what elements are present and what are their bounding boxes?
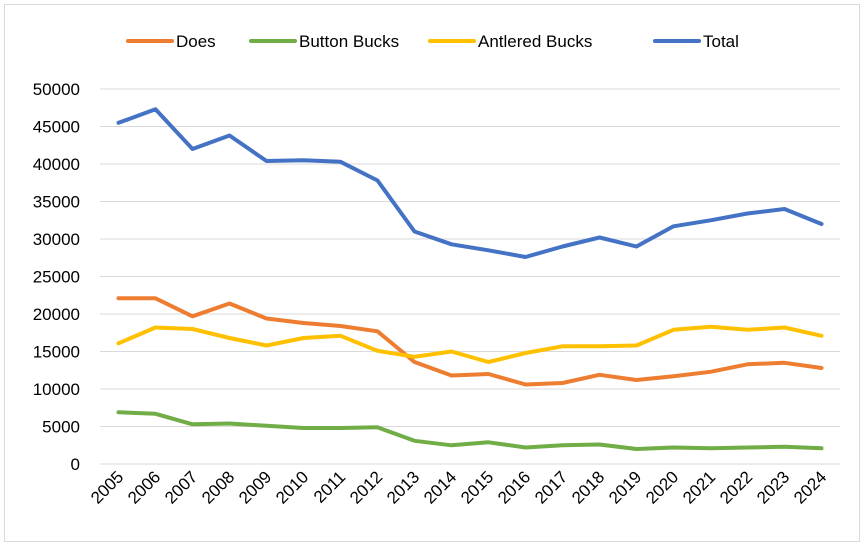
legend-label-does: Does (176, 32, 216, 51)
y-tick-label: 50000 (33, 80, 80, 99)
x-tick-label: 2006 (124, 467, 164, 507)
series-line-does (116, 296, 824, 387)
x-tick-label: 2024 (790, 467, 830, 507)
x-tick-label: 2008 (198, 467, 238, 507)
x-tick-label: 2014 (420, 467, 460, 507)
y-tick-label: 40000 (33, 155, 80, 174)
x-tick-label: 2023 (753, 467, 793, 507)
x-tick-label: 2015 (457, 467, 497, 507)
x-tick-label: 2009 (235, 467, 275, 507)
x-tick-label: 2017 (531, 467, 571, 507)
x-tick-label: 2010 (272, 467, 312, 507)
y-tick-label: 5000 (42, 418, 80, 437)
x-tick-label: 2019 (605, 467, 645, 507)
x-axis-ticks: 2005200620072008200920102011201220132014… (87, 467, 830, 507)
y-tick-label: 25000 (33, 268, 80, 287)
legend: Does Button Bucks Antlered Bucks Total (126, 32, 739, 51)
x-tick-label: 2021 (679, 467, 719, 507)
x-tick-label: 2013 (383, 467, 423, 507)
legend-label-antlered-bucks: Antlered Bucks (478, 32, 592, 51)
x-tick-label: 2012 (346, 467, 386, 507)
x-tick-label: 2020 (642, 467, 682, 507)
series-line-button-bucks (116, 410, 824, 451)
x-tick-label: 2018 (568, 467, 608, 507)
series-lines (116, 107, 824, 451)
y-tick-label: 45000 (33, 118, 80, 137)
legend-label-total: Total (703, 32, 739, 51)
series-line-antlered-bucks (116, 324, 824, 364)
x-tick-label: 2011 (310, 467, 349, 506)
x-tick-label: 2022 (716, 467, 756, 507)
y-axis-ticks: 0 5000 10000 15000 20000 25000 30000 35000 40000… (33, 80, 80, 474)
x-tick-label: 2007 (161, 467, 201, 507)
y-tick-label: 0 (71, 455, 80, 474)
gridlines (100, 88, 840, 465)
y-tick-label: 35000 (33, 193, 80, 212)
y-tick-label: 20000 (33, 305, 80, 324)
x-tick-label: 2005 (87, 467, 127, 507)
series-line-total (116, 107, 824, 259)
legend-label-button-bucks: Button Bucks (299, 32, 399, 51)
chart-area (4, 4, 860, 542)
y-tick-label: 30000 (33, 230, 80, 249)
y-tick-label: 10000 (33, 380, 80, 399)
x-tick-label: 2016 (494, 467, 534, 507)
y-tick-label: 15000 (33, 343, 80, 362)
